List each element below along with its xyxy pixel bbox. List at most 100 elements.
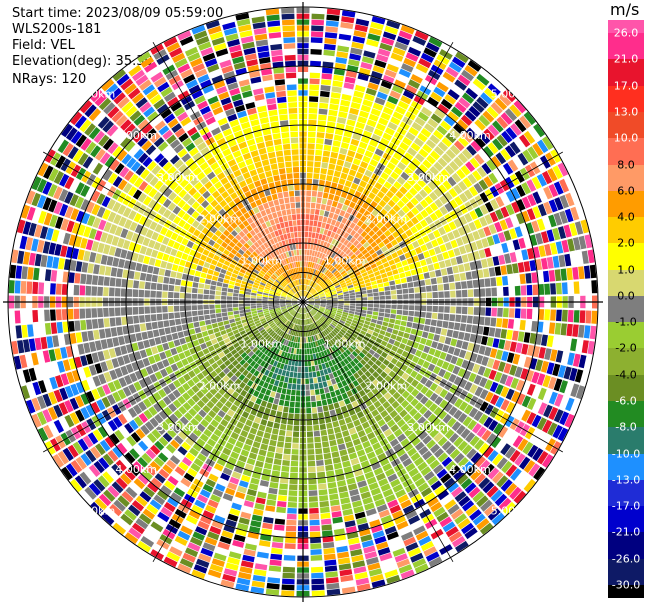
range-gate (558, 254, 566, 268)
range-gate (411, 379, 419, 388)
range-gate (238, 293, 245, 298)
range-gate (319, 423, 326, 430)
range-gate (221, 295, 227, 300)
range-gate (486, 159, 497, 171)
range-gate (197, 294, 203, 299)
range-gate (438, 291, 444, 298)
range-gate (315, 245, 320, 251)
range-gate (390, 357, 398, 365)
range-gate (338, 197, 346, 204)
range-gate (444, 94, 457, 105)
range-gate (367, 237, 375, 245)
range-gate (383, 317, 390, 323)
range-gate (483, 87, 497, 101)
range-gate (548, 406, 559, 421)
range-gate (337, 306, 344, 310)
range-gate (127, 279, 134, 288)
range-gate (268, 565, 282, 572)
range-gate (276, 387, 282, 394)
range-gate (314, 297, 320, 300)
range-gate (392, 230, 400, 239)
range-gate (210, 280, 217, 286)
range-gate (456, 168, 466, 180)
range-gate (213, 271, 220, 277)
range-gate (516, 184, 526, 197)
range-gate (532, 191, 542, 204)
range-gate (138, 306, 145, 315)
range-gate (504, 108, 518, 122)
range-gate (201, 330, 209, 337)
range-gate (192, 316, 199, 322)
range-gate (200, 343, 207, 350)
range-gate (417, 253, 425, 261)
range-gate (527, 444, 539, 458)
range-gate (356, 324, 363, 330)
range-gate (307, 137, 316, 144)
range-gate (206, 324, 213, 330)
range-gate (402, 381, 410, 390)
range-gate (406, 257, 414, 265)
range-gate (445, 353, 453, 363)
range-gate (326, 249, 331, 256)
range-gate (546, 229, 555, 242)
range-gate (340, 142, 350, 150)
range-gate (382, 321, 389, 327)
range-gate (338, 400, 346, 407)
range-gate (288, 377, 293, 384)
range-gate (406, 220, 414, 229)
range-gate (292, 437, 299, 443)
range-gate (544, 283, 551, 295)
range-gate (91, 308, 98, 318)
range-gate (424, 195, 434, 205)
range-gate (513, 100, 527, 114)
range-gate (406, 321, 413, 328)
range-gate (305, 285, 307, 291)
range-gate (331, 451, 340, 458)
range-gate (338, 419, 346, 426)
range-gate (311, 290, 316, 295)
range-gate (574, 369, 584, 383)
range-gate (379, 295, 385, 300)
range-gate (414, 336, 422, 343)
range-gate (503, 308, 509, 318)
range-gate (326, 296, 332, 299)
range-gate (319, 259, 323, 265)
range-gate (548, 199, 558, 213)
range-gate (490, 102, 503, 115)
range-gate (465, 87, 478, 100)
range-gate (311, 262, 315, 268)
range-gate (420, 244, 428, 252)
range-gate (353, 317, 359, 322)
range-gate (328, 487, 338, 495)
range-gate (502, 89, 516, 103)
range-gate (104, 266, 112, 276)
range-gate (323, 411, 330, 418)
range-gate (310, 543, 322, 550)
range-gate (332, 516, 343, 524)
range-gate (327, 317, 333, 322)
range-gate (355, 327, 361, 333)
range-gate (303, 290, 305, 297)
range-gate (382, 238, 390, 245)
range-gate (449, 314, 456, 322)
range-gate (281, 465, 290, 472)
range-gate (314, 284, 319, 290)
range-gate (282, 412, 288, 419)
range-gate (233, 293, 239, 297)
range-gate (434, 108, 446, 119)
range-gate (270, 553, 283, 561)
range-gate (505, 464, 518, 477)
range-gate (311, 572, 324, 579)
range-gate (459, 272, 467, 281)
range-gate (366, 352, 373, 359)
range-gate (510, 377, 519, 389)
range-gate (488, 369, 497, 380)
range-gate (391, 84, 404, 94)
range-gate (509, 364, 518, 376)
range-gate (423, 325, 430, 332)
range-gate (342, 311, 349, 316)
range-gate (355, 18, 370, 27)
range-gate (453, 156, 464, 168)
range-gate (566, 267, 573, 281)
range-gate (369, 322, 376, 328)
